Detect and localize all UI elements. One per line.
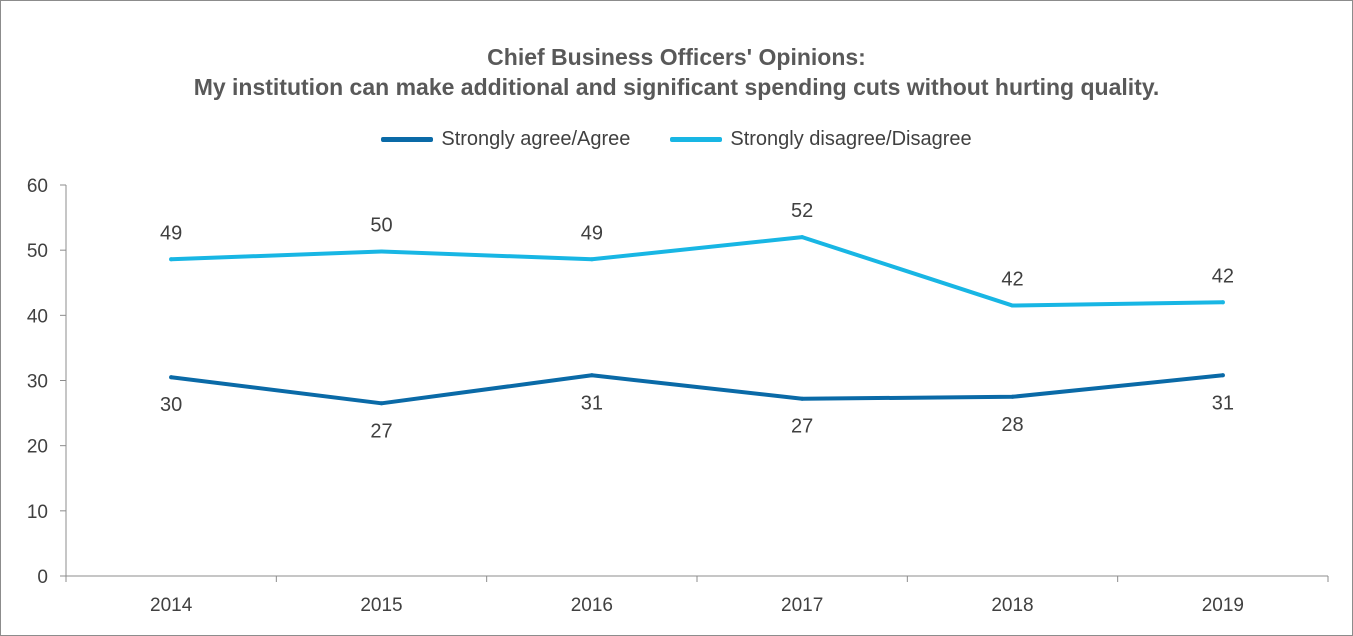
data-label: 31 [581, 392, 603, 414]
chart-subtitle-line: My institution can make additional and s… [193, 74, 1160, 100]
chart-title: Chief Business Officers' Opinions: My in… [0, 42, 1353, 102]
y-tick-label: 10 [27, 502, 48, 523]
y-tick-label: 40 [27, 306, 48, 327]
data-point [1010, 394, 1015, 399]
legend-label-agree: Strongly agree/Agree [441, 128, 631, 150]
data-point [800, 396, 805, 401]
data-label: 27 [370, 420, 392, 442]
data-label: 42 [1212, 265, 1234, 287]
data-point [1010, 303, 1015, 308]
data-label: 49 [160, 222, 182, 244]
data-point [379, 249, 384, 254]
y-tick-label: 0 [37, 567, 48, 588]
x-tick-label: 2016 [571, 595, 613, 616]
data-label: 50 [370, 214, 392, 236]
y-tick-label: 60 [27, 176, 48, 197]
legend-item-disagree: Strongly disagree/Disagree [670, 128, 972, 151]
data-point [169, 257, 174, 262]
data-label: 30 [160, 394, 182, 416]
data-label: 49 [581, 222, 603, 244]
chart-legend: Strongly agree/Agree Strongly disagree/D… [0, 128, 1353, 151]
legend-label-disagree: Strongly disagree/Disagree [730, 128, 972, 150]
x-tick-label: 2014 [150, 595, 193, 616]
data-label: 52 [791, 200, 813, 222]
y-tick-label: 50 [27, 241, 48, 262]
series-line-0 [169, 373, 1225, 406]
data-point [589, 373, 594, 378]
series-line-1 [169, 235, 1225, 308]
x-tick-label: 2017 [781, 595, 823, 616]
y-tick-label: 20 [27, 437, 48, 458]
data-label: 27 [791, 416, 813, 438]
data-label: 28 [1001, 414, 1023, 436]
chart-title-line: Chief Business Officers' Opinions: [487, 44, 866, 70]
data-point [1220, 373, 1225, 378]
data-point [800, 235, 805, 240]
legend-item-agree: Strongly agree/Agree [381, 128, 630, 151]
data-label: 31 [1212, 392, 1234, 414]
data-point [379, 401, 384, 406]
y-tick-label: 30 [27, 372, 48, 393]
data-point [169, 375, 174, 380]
legend-swatch-disagree [670, 137, 723, 142]
x-tick-label: 2019 [1202, 595, 1244, 616]
data-label: 42 [1001, 269, 1023, 291]
data-point [589, 257, 594, 262]
x-tick-label: 2018 [991, 595, 1033, 616]
x-tick-label: 2015 [360, 595, 402, 616]
data-point [1220, 300, 1225, 305]
legend-swatch-agree [381, 137, 434, 142]
